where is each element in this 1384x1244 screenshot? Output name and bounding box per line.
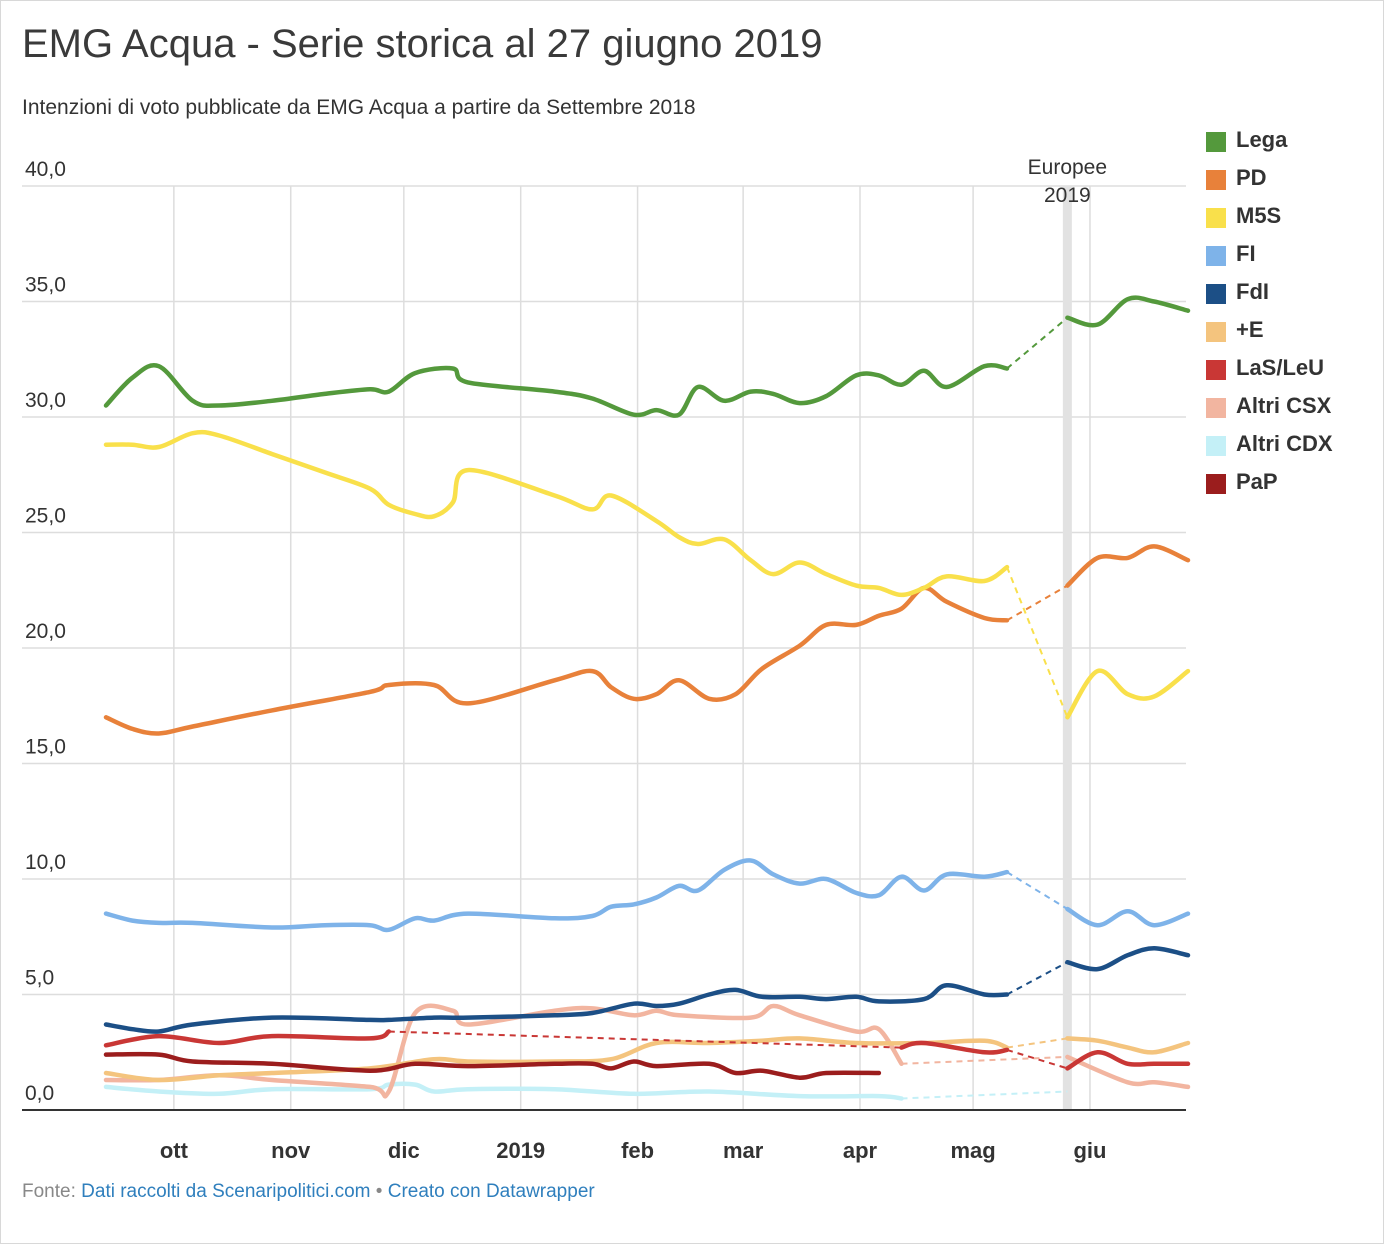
legend-swatch [1206, 132, 1226, 152]
legend-swatch [1206, 284, 1226, 304]
datawrapper-link[interactable]: Creato con Datawrapper [387, 1181, 595, 1202]
gridlines [22, 185, 1186, 1110]
series-altri-csx [103, 1003, 1191, 1099]
legend-swatch [1206, 246, 1226, 266]
series-lines [103, 295, 1191, 1101]
legend-swatch [1206, 208, 1226, 228]
series-line-post-altri-csx [1065, 1054, 1191, 1090]
series-line-post-pd [1065, 544, 1191, 588]
series-line-post-las-leu [1065, 1050, 1191, 1071]
legend-swatch [1206, 436, 1226, 456]
legend-label: FI [1236, 241, 1256, 266]
annotation-label-line2: 2019 [1044, 184, 1091, 207]
x-tick-label: mar [723, 1138, 764, 1163]
annotation-label-line1: Europee [1028, 156, 1107, 179]
y-tick-label: 10,0 [25, 851, 66, 874]
legend-swatch [1206, 170, 1226, 190]
series-line-fdi [103, 983, 1010, 1034]
legend-label: Altri CDX [1236, 431, 1333, 456]
series--e [103, 1036, 1191, 1083]
y-tick-label: 5,0 [25, 967, 54, 990]
series-line-fi [103, 858, 1010, 933]
series-line-altri-csx [103, 1003, 904, 1099]
legend-label: LaS/LeU [1236, 355, 1325, 380]
x-tick-label: 2019 [496, 1138, 545, 1163]
legend-label: FdI [1236, 279, 1269, 304]
election-band: Europee 2019 [1028, 156, 1107, 1110]
axes: 0,0 5,0 10,0 15,0 20,0 25,0 30,0 35,0 40,0 ott nov… [22, 158, 1186, 1163]
legend-swatch [1206, 360, 1226, 380]
series-line-pd [103, 585, 1010, 736]
y-tick-label: 15,0 [25, 736, 66, 759]
europee-band [1062, 186, 1072, 1110]
series-bridge-altri-cdx [901, 1090, 1068, 1100]
legend-label: M5S [1236, 203, 1282, 228]
series-bridge-fi [1006, 871, 1068, 910]
series-line--e [103, 1036, 1010, 1083]
x-tick-label: apr [843, 1138, 878, 1163]
series-line-post-fi [1065, 906, 1191, 928]
series-m5s [103, 429, 1191, 720]
chart-title: EMG Acqua - Serie storica al 27 giugno 2… [22, 22, 823, 66]
series-line-pap [103, 1051, 882, 1080]
series-pap [103, 1051, 882, 1080]
series-line-las-leu [103, 1029, 392, 1048]
x-tick-label: giu [1073, 1138, 1106, 1163]
series-line-post-fdi [1065, 946, 1191, 972]
chart-subtitle: Intenzioni di voto pubblicate da EMG Acq… [22, 96, 696, 119]
series-line-late-las-leu [899, 1040, 1010, 1055]
x-tick-label: dic [388, 1138, 420, 1163]
series-altri-cdx [103, 1081, 1068, 1101]
series-bridge--e [1006, 1037, 1068, 1049]
legend-label: +E [1236, 317, 1264, 342]
legend-swatch [1206, 474, 1226, 494]
footer: Fonte: Dati raccolti da Scenaripolitici.… [22, 1181, 595, 1203]
legend-label: Lega [1236, 127, 1288, 152]
series-las-leu [103, 1029, 1191, 1071]
x-tick-label: mag [950, 1138, 995, 1163]
x-tick-label: ott [160, 1138, 189, 1163]
series-line-altri-cdx [103, 1081, 904, 1101]
series-bridge-m5s [1006, 566, 1069, 718]
source-link[interactable]: Dati raccolti da Scenaripolitici.com [81, 1181, 371, 1202]
series-fdi [103, 946, 1191, 1034]
series-line-m5s [103, 429, 1010, 598]
series-bridge-fdi [1006, 961, 1068, 996]
series-lega [103, 295, 1191, 418]
x-tick-label: nov [271, 1138, 311, 1163]
series-fi [103, 858, 1191, 933]
legend-label: Altri CSX [1236, 393, 1332, 418]
series-bridge-lega [1006, 316, 1069, 370]
y-tick-label: 35,0 [25, 274, 66, 297]
x-tick-label: feb [621, 1138, 654, 1163]
series-line-post-m5s [1065, 668, 1191, 720]
series-line-post-lega [1065, 295, 1191, 328]
y-tick-label: 40,0 [25, 158, 66, 181]
y-tick-label: 25,0 [25, 505, 66, 528]
series-line-lega [103, 362, 1010, 418]
series-bridge-pd [1006, 584, 1068, 622]
y-tick-label: 0,0 [25, 1082, 54, 1105]
series-pd [103, 544, 1191, 736]
legend-swatch [1206, 398, 1226, 418]
source-label: Fonte: [22, 1181, 76, 1202]
legend-label: PD [1236, 165, 1267, 190]
legend-swatch [1206, 322, 1226, 342]
footer-separator: • [375, 1181, 383, 1202]
series-line-post--e [1065, 1036, 1191, 1055]
series-bridge-altri-csx [901, 1055, 1068, 1065]
y-tick-label: 20,0 [25, 620, 66, 643]
legend-label: PaP [1236, 469, 1278, 494]
series-gap-las-leu [388, 1030, 902, 1049]
y-tick-label: 30,0 [25, 389, 66, 412]
